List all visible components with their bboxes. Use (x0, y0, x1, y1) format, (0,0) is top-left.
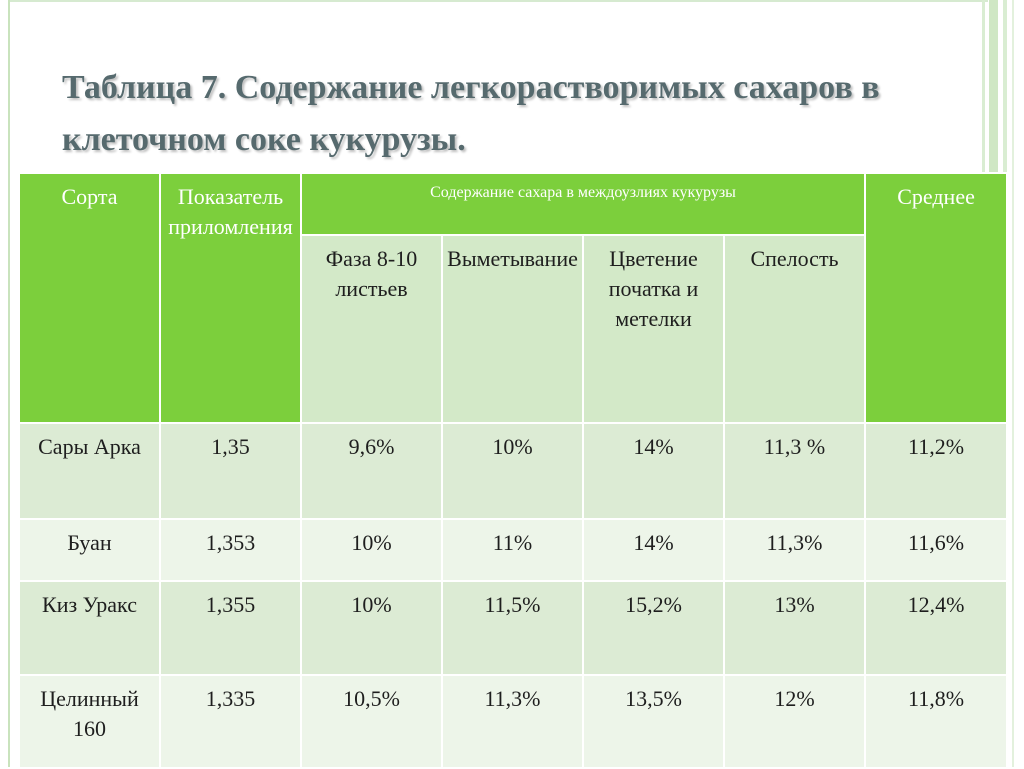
cell-variety: Целинный 160 (18, 674, 161, 769)
table-row: Буан 1,353 10% 11% 14% 11,3% 11,6% (18, 518, 1009, 582)
cell-refraction: 1,353 (159, 518, 302, 582)
cell-average: 11,6% (864, 518, 1009, 582)
table-row: Киз Уракс 1,355 10% 11,5% 15,2% 13% 12,4… (18, 580, 1009, 676)
cell-average: 11,8% (864, 674, 1009, 769)
cell-average: 12,4% (864, 580, 1009, 676)
slide-frame-stripe (1012, 0, 1014, 767)
header-phase-leaves: Фаза 8-10 листьев (300, 234, 443, 424)
header-phase-ripeness: Спелость (722, 234, 867, 424)
cell-phase2: 11,5% (441, 580, 584, 676)
cell-phase3: 15,2% (582, 580, 725, 676)
cell-phase1: 10,5% (300, 674, 443, 769)
cell-refraction: 1,355 (159, 580, 302, 676)
header-refraction: Показатель приломления (159, 172, 302, 424)
header-sugar-group: Содержание сахара в междоузлиях кукурузы (299, 172, 867, 236)
cell-variety: Буан (18, 518, 161, 582)
header-variety: Сорта (18, 172, 161, 424)
cell-phase3: 14% (582, 518, 725, 582)
cell-phase4: 11,3 % (722, 422, 867, 520)
cell-average: 11,2% (864, 422, 1009, 520)
cell-phase4: 12% (722, 674, 867, 769)
cell-phase4: 13% (722, 580, 867, 676)
cell-refraction: 1,335 (159, 674, 302, 769)
cell-phase2: 11,3% (441, 674, 584, 769)
cell-phase2: 11% (441, 518, 584, 582)
slide-frame-left (8, 0, 10, 767)
cell-phase1: 9,6% (300, 422, 443, 520)
sugar-content-table: Сорта Показатель приломления Содержание … (18, 172, 1009, 769)
slide-frame-top (8, 0, 988, 2)
table-row: Целинный 160 1,335 10,5% 11,3% 13,5% 12%… (18, 674, 1009, 769)
cell-phase3: 13,5% (582, 674, 725, 769)
cell-variety: Сары Арка (18, 422, 161, 520)
header-phase-tasseling: Выметывание (441, 234, 584, 424)
cell-phase4: 11,3% (722, 518, 867, 582)
table-row: Сары Арка 1,35 9,6% 10% 14% 11,3 % 11,2% (18, 422, 1009, 520)
cell-phase1: 10% (300, 518, 443, 582)
cell-variety: Киз Уракс (18, 580, 161, 676)
slide-title: Таблица 7. Содержание легкорастворимых с… (62, 69, 880, 158)
cell-phase2: 10% (441, 422, 584, 520)
cell-refraction: 1,35 (159, 422, 302, 520)
header-average: Среднее (864, 172, 1009, 424)
cell-phase3: 14% (582, 422, 725, 520)
cell-phase1: 10% (300, 580, 443, 676)
header-phase-flowering: Цветение початка и метелки (582, 234, 725, 424)
